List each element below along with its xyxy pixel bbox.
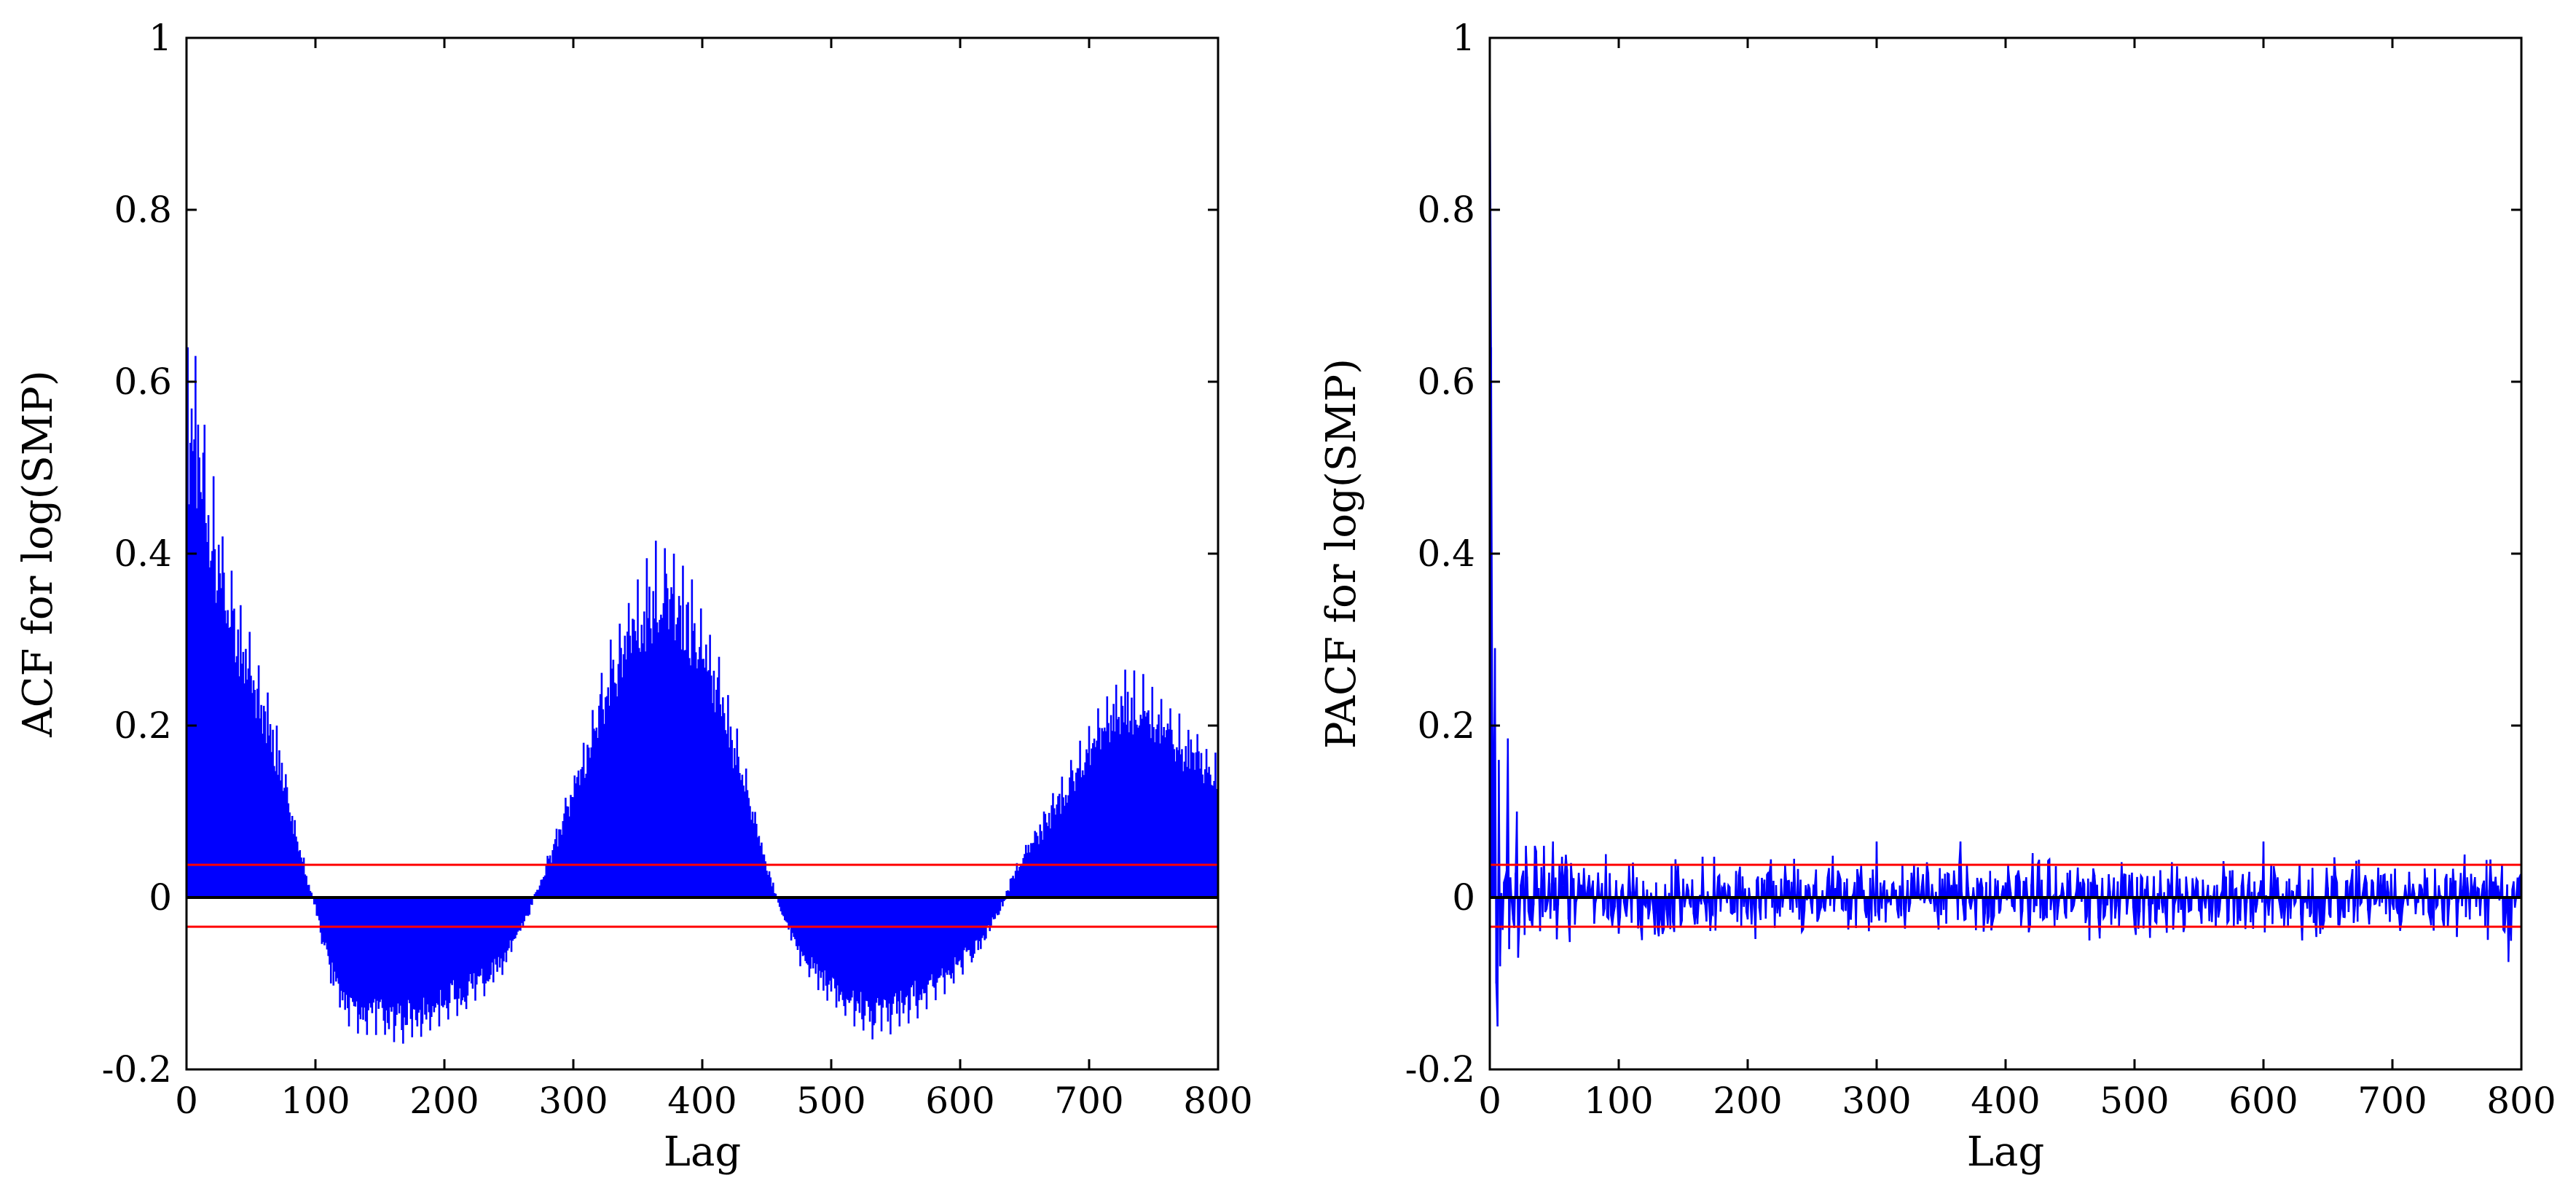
y-tick-label: 0.8: [1417, 189, 1475, 231]
pacf-x-axis-label: Lag: [1967, 1128, 2044, 1176]
y-tick-label: 0.4: [1417, 533, 1475, 575]
y-tick-label: 0.2: [1417, 704, 1475, 747]
pacf-series-line: [1488, 37, 2523, 1027]
x-tick-label: 400: [1971, 1080, 2040, 1122]
x-tick-label: 300: [538, 1080, 608, 1122]
x-tick-label: 700: [1054, 1080, 1123, 1122]
y-tick-label: 0: [1452, 876, 1475, 919]
x-tick-label: 500: [2100, 1080, 2169, 1122]
x-tick-label: 700: [2357, 1080, 2427, 1122]
y-tick-label: 0.4: [114, 533, 172, 575]
acf-tick-marks: [185, 36, 1220, 1071]
acf-y-tick-labels: -0.2 0 0.2 0.4 0.6 0.8 1: [102, 17, 172, 1091]
x-tick-label: 200: [409, 1080, 479, 1122]
acf-chart-panel: 0 100 200 300 400 500 600 700 800 -0.200.20.40.6…: [15, 17, 1253, 1176]
y-tick-label: 1: [149, 17, 172, 59]
x-tick-label: 0: [1478, 1080, 1501, 1122]
acf-confidence-bounds: [186, 863, 1218, 928]
acf-x-tick-labels: 0 100 200 300 400 500 600 700 800: [175, 1080, 1253, 1122]
acf-bars: [185, 38, 1220, 1044]
y-tick-label: 0.8: [114, 189, 172, 231]
x-tick-label: 100: [280, 1080, 350, 1122]
pacf-y-axis-label: PACF for log(SMP): [1318, 358, 1365, 749]
pacf-x-tick-labels: 0 100 200 300 400 500 600 700 800: [1478, 1080, 2556, 1122]
acf-y-axis-label: ACF for log(SMP): [15, 370, 62, 738]
x-tick-label: 0: [175, 1080, 198, 1122]
x-tick-label: 600: [2229, 1080, 2298, 1122]
x-tick-label: 300: [1842, 1080, 1911, 1122]
x-tick-label: 600: [925, 1080, 994, 1122]
pacf-confidence-bounds: [1490, 863, 2521, 928]
y-tick-label: 0.6: [114, 361, 172, 403]
pacf-chart-panel: 0 100 200 300 400 500 600 700 800 -0.200.20.40.6…: [1318, 17, 2556, 1176]
x-tick-label: 800: [1183, 1080, 1252, 1122]
pacf-y-tick-labels: -0.2 0 0.2 0.4 0.6 0.8 1: [1405, 17, 1475, 1091]
y-tick-label: 0: [149, 876, 172, 919]
y-tick-label: -0.2: [102, 1048, 172, 1091]
pacf-tick-marks: [1488, 36, 2523, 1071]
x-tick-label: 500: [796, 1080, 865, 1122]
x-tick-label: 200: [1713, 1080, 1782, 1122]
y-tick-label: 1: [1452, 17, 1475, 59]
x-tick-label: 100: [1584, 1080, 1653, 1122]
x-tick-label: 400: [667, 1080, 737, 1122]
y-tick-label: 0.2: [114, 704, 172, 747]
y-tick-label: -0.2: [1405, 1048, 1475, 1091]
x-tick-label: 800: [2486, 1080, 2556, 1122]
acf-x-axis-label: Lag: [664, 1128, 741, 1176]
y-tick-label: 0.6: [1417, 361, 1475, 403]
